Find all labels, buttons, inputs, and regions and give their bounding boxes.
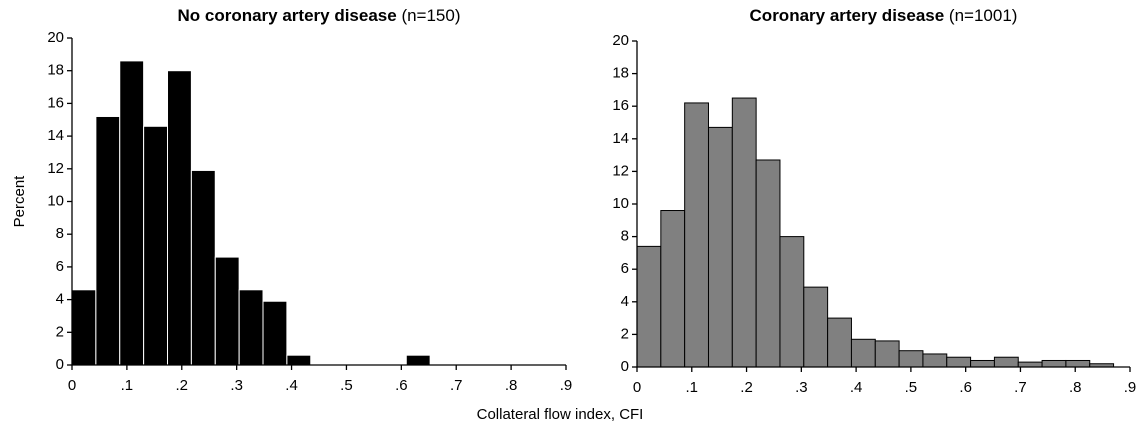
y-tick-label: 8 — [621, 228, 629, 245]
bar — [898, 350, 924, 368]
title-main: Coronary artery disease — [750, 6, 945, 25]
x-tick-label: .9 — [1124, 379, 1137, 396]
bar — [1065, 359, 1091, 368]
bar — [262, 300, 288, 366]
title-note: (n=1001) — [949, 6, 1018, 25]
x-tick-label: .7 — [1014, 379, 1027, 396]
bar — [167, 70, 192, 366]
y-tick-label: 10 — [612, 195, 629, 212]
x-tick-label: .5 — [340, 377, 353, 394]
y-tick-label: 6 — [56, 258, 64, 275]
title-main: No coronary artery disease — [177, 6, 396, 25]
x-tick-label: .9 — [560, 377, 573, 394]
bar — [143, 125, 169, 366]
y-tick-label: 0 — [56, 356, 64, 373]
x-tick-label: .2 — [176, 377, 189, 394]
bar — [95, 115, 121, 366]
bar — [731, 97, 757, 368]
y-tick-label: 4 — [56, 291, 64, 308]
x-tick-label: .2 — [740, 379, 753, 396]
bar — [803, 286, 829, 368]
x-tick-label: .6 — [395, 377, 408, 394]
bar — [874, 340, 900, 368]
bar — [755, 159, 781, 368]
bar — [214, 256, 240, 366]
x-tick-label: 0 — [68, 377, 76, 394]
y-tick-label: 20 — [612, 32, 629, 49]
y-tick-label: 18 — [612, 65, 629, 82]
x-tick-label: .4 — [285, 377, 298, 394]
bar — [660, 210, 686, 368]
title-note: (n=150) — [401, 6, 460, 25]
y-tick-label: 16 — [47, 94, 64, 111]
bar — [707, 126, 733, 368]
x-axis-label: Collateral flow index, CFI — [477, 406, 644, 423]
bar — [286, 354, 312, 366]
chart-title: No coronary artery disease (n=150) — [177, 6, 460, 25]
x-tick-label: .1 — [686, 379, 699, 396]
bar — [1041, 359, 1067, 368]
y-tick-label: 2 — [621, 325, 629, 342]
bar — [850, 338, 876, 368]
bar — [119, 60, 145, 366]
x-tick-label: .8 — [505, 377, 518, 394]
y-tick-label: 14 — [47, 127, 64, 144]
bar — [1017, 361, 1043, 368]
bar — [190, 169, 216, 366]
y-tick-label: 0 — [621, 358, 629, 375]
bar — [684, 102, 709, 368]
bar — [779, 236, 805, 368]
bar — [636, 245, 662, 368]
bar — [993, 356, 1019, 368]
x-tick-label: .1 — [121, 377, 134, 394]
y-tick-label: 2 — [56, 323, 64, 340]
y-tick-label: 12 — [47, 160, 64, 177]
bar — [946, 356, 972, 368]
bar — [238, 289, 264, 366]
chart-title: Coronary artery disease (n=1001) — [750, 6, 1018, 25]
y-tick-label: 18 — [47, 62, 64, 79]
y-tick-label: 6 — [621, 260, 629, 277]
bar — [970, 359, 995, 368]
bar — [405, 354, 431, 366]
x-tick-label: .3 — [795, 379, 808, 396]
x-tick-label: .7 — [450, 377, 463, 394]
y-tick-label: 10 — [47, 192, 64, 209]
y-tick-label: 20 — [47, 29, 64, 46]
y-tick-label: 4 — [621, 293, 629, 310]
x-tick-label: .6 — [959, 379, 972, 396]
x-tick-label: .5 — [905, 379, 918, 396]
y-axis-label: Percent — [11, 175, 28, 228]
y-tick-label: 12 — [612, 162, 629, 179]
bar — [827, 317, 852, 368]
y-tick-label: 8 — [56, 225, 64, 242]
y-tick-label: 14 — [612, 130, 629, 147]
x-tick-label: .3 — [230, 377, 243, 394]
x-tick-label: .4 — [850, 379, 863, 396]
x-tick-label: 0 — [633, 379, 641, 396]
y-tick-label: 16 — [612, 97, 629, 114]
bar — [71, 289, 97, 366]
x-tick-label: .8 — [1069, 379, 1082, 396]
bar — [922, 353, 948, 368]
